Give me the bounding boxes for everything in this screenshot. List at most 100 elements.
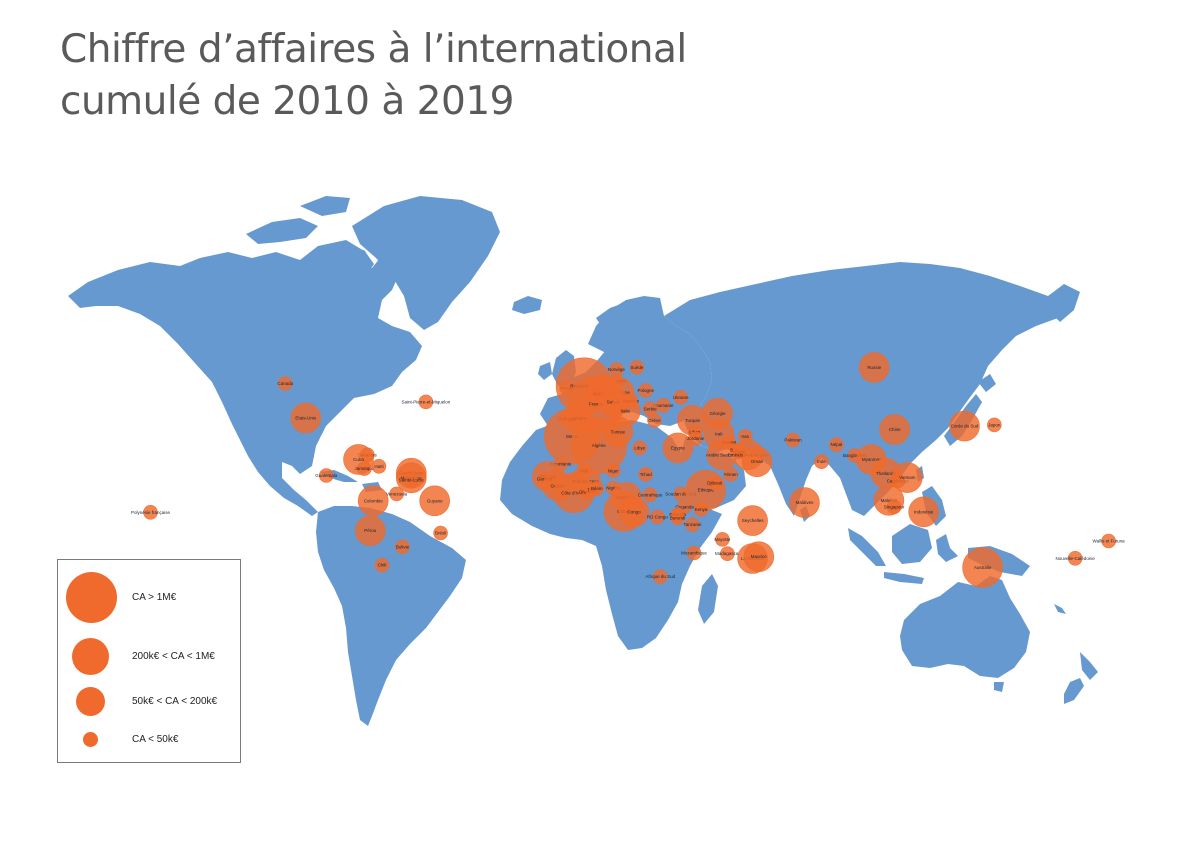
country-label-mozambique: Mozambique: [681, 551, 707, 556]
country-label-turquie: Turquie: [685, 418, 701, 423]
country-label-jordanie: Jordanie: [687, 436, 705, 441]
country-label-yemen: Yémen: [723, 472, 738, 477]
bubble-bresil: [433, 525, 448, 541]
bubble-yemen: [723, 467, 738, 482]
legend-item: 200k€ < CA < 1M€: [58, 638, 242, 678]
country-label-myanmar: Myanmar: [862, 457, 881, 462]
country-label-seychelles: Seychelles: [742, 518, 765, 523]
country-label-norvege: Norvège: [608, 367, 626, 372]
bubble-venezuela: [389, 486, 404, 502]
country-label-niger: Niger: [608, 468, 619, 473]
country-label-congo: Congo: [627, 509, 641, 514]
country-label-serbie: Serbie: [644, 406, 658, 411]
country-label-kenya: Kenya: [695, 507, 708, 512]
land-ellesmere: [300, 196, 350, 216]
legend-dot-tier-2: [72, 638, 109, 675]
legend-label-tier-2: 200k€ < CA < 1M€: [132, 651, 215, 662]
land-sumatra: [848, 528, 886, 566]
country-label-benin: Bénin: [591, 486, 603, 491]
country-label-saint-pierre-et-miquelon: Saint-Pierre-et-Miquelon: [402, 399, 451, 404]
bubble-saint-pierre-et-miquelon: [418, 394, 434, 410]
legend-item: CA < 50k€: [58, 732, 242, 752]
country-bubbles: Canada Etats-Unis Saint-Pierre-et-Miquelon…: [131, 352, 1125, 588]
bubble-etats-unis: [290, 402, 322, 434]
land-greenland: [352, 196, 500, 330]
country-label-madagascar: Madagascar: [715, 551, 740, 556]
bubble-maldives: [789, 487, 820, 518]
country-label-tanzanie: Tanzanie: [683, 522, 702, 527]
country-label-oman: Oman: [751, 459, 764, 464]
bubble-inde: [814, 454, 829, 470]
country-label-suede: Suède: [630, 365, 644, 370]
country-label-arabie-saoudite: Arabie Saoudite: [706, 452, 739, 457]
bubble-australie: [962, 547, 1003, 588]
bubble-tchad: [638, 467, 654, 482]
legend-dot-tier-4: [83, 732, 98, 747]
country-label-nepal: Népal: [831, 442, 843, 447]
country-label-iran: Iran: [741, 434, 749, 439]
country-label-roumanie: Roumanie: [653, 403, 674, 408]
map-title: Chiffre d’affaires à l’international cum…: [60, 24, 820, 128]
legend-label-tier-4: CA < 50k€: [132, 734, 179, 745]
country-label-bangladesh: Bangladesh: [843, 453, 867, 458]
country-label-cote-d-ivoire: Côte d’Ivoire: [561, 490, 587, 495]
country-label-burundi: Burundi: [670, 515, 686, 520]
land-kamchatka: [1048, 284, 1080, 322]
country-label-georgie: Géorgie: [709, 411, 726, 416]
country-label-mauritanie: Mauritanie: [550, 462, 572, 467]
bubble-wallis-et-futuna: [1101, 533, 1116, 549]
size-legend: CA > 1M€ 200k€ < CA < 1M€ 50k€ < CA < 20…: [57, 559, 241, 763]
country-label-algerie: Algérie: [592, 443, 607, 448]
country-label-pologne: Pologne: [637, 388, 654, 393]
legend-label-tier-3: 50k€ < CA < 200k€: [132, 696, 218, 707]
bubble-congo: [618, 496, 650, 528]
bubble-seychelles: [737, 505, 768, 536]
bubble-jamaique: [357, 461, 372, 476]
legend-label-tier-1: CA > 1M€: [132, 592, 177, 603]
country-label-coree-du-sud: Corée du Sud: [951, 424, 979, 429]
bubble-suede: [629, 360, 645, 375]
land-new-caledonia: [1054, 604, 1066, 614]
map-title-line1: Chiffre d’affaires à l’international: [60, 27, 687, 72]
bubble-perou: [354, 515, 386, 547]
country-label-italie: Italie: [620, 409, 630, 414]
bubble-mozambique: [686, 545, 702, 561]
bubble-chine: [879, 414, 911, 445]
country-label-colombie: Colombie: [364, 498, 384, 503]
land-south-america: [316, 506, 466, 726]
country-label-etats-unis: Etats-Unis: [295, 416, 317, 421]
country-label-thailande: Thaïlande: [876, 471, 897, 476]
country-label-soudan-du-sud: Soudan du Sud: [665, 491, 697, 496]
bubble-haiti: [371, 458, 387, 474]
land-baffin: [318, 248, 374, 290]
bubble-sainte-lucie: [403, 472, 419, 488]
bubble-japon: [986, 417, 1002, 433]
land-sulawesi: [936, 534, 958, 562]
country-label-malaisie: Malaisie: [881, 498, 898, 503]
bubble-canada: [277, 376, 293, 391]
country-label-perou: Pérou: [364, 528, 377, 533]
country-label-ethiopie: Ethiopie: [698, 488, 715, 493]
bubble-vietnam: [891, 462, 923, 493]
land-ireland: [538, 362, 552, 380]
country-label-djibouti: Djibouti: [707, 480, 722, 485]
bubble-egypte: [662, 432, 694, 464]
land-iceland: [512, 296, 542, 314]
bubble-pologne: [638, 383, 654, 398]
bubble-pakistan: [785, 432, 801, 448]
legend-dot-tier-1: [66, 572, 117, 623]
country-label-bolivie: Bolivie: [396, 544, 410, 549]
country-label-tunisie: Tunisie: [611, 429, 626, 434]
country-label-pakistan: Pakistan: [784, 438, 802, 443]
land-borneo: [892, 524, 932, 564]
bubble-singapour: [886, 499, 902, 515]
country-label-tchad: Tchad: [640, 472, 653, 477]
country-label-inde: Inde: [817, 459, 826, 464]
bubble-jordanie: [688, 431, 703, 447]
country-label-centrafrique: Centrafrique: [638, 492, 663, 497]
bubble-kenya: [693, 502, 709, 517]
bubble-nepal: [829, 437, 844, 453]
country-label-france: France: [589, 402, 604, 407]
bubble-nouvelle-caledonie: [1067, 550, 1083, 566]
country-label-nouvelle-caledonie: Nouvelle-Calédonie: [1056, 556, 1096, 561]
